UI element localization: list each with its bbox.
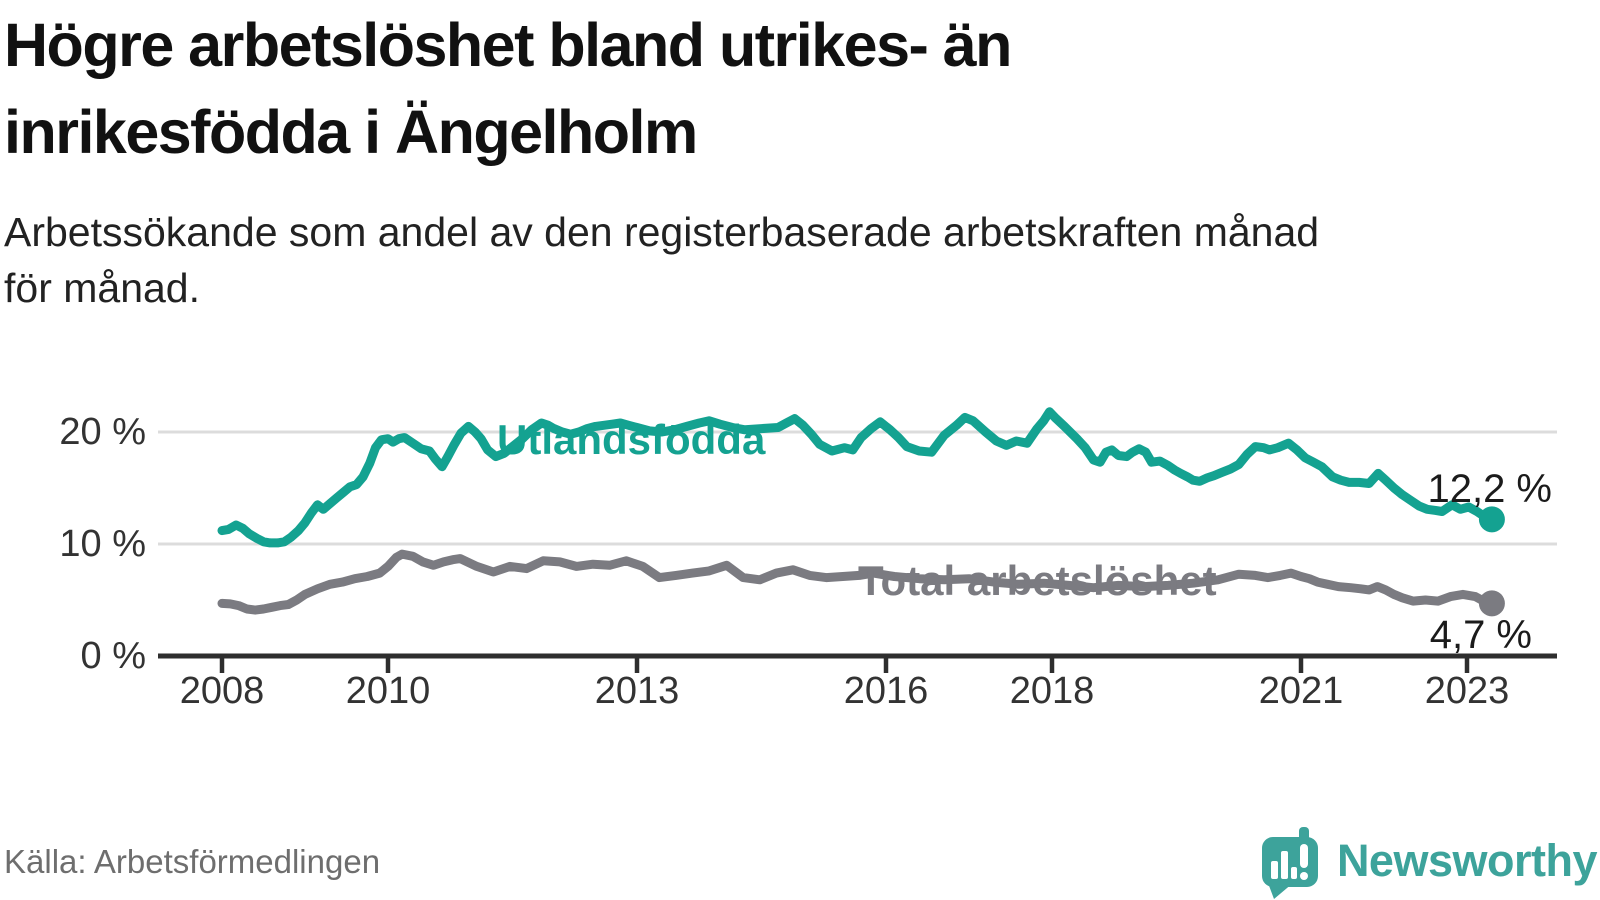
logo-exclamation-top [1298,827,1309,841]
x-tick-label-2018: 2018 [1010,670,1095,712]
series-end-dot-total [1478,590,1505,617]
brand-lockup: Newsworthy [1261,822,1598,900]
end-value-label-total: 4,7 % [1430,613,1532,657]
logo-exclamation-bar [1299,844,1308,868]
newsworthy-logo-icon [1261,827,1318,899]
x-tick-label-2023: 2023 [1425,670,1510,712]
y-tick-label-20: 20 % [59,411,146,453]
brand-name: Newsworthy [1336,835,1598,886]
series-label-utlandsfodda: Utlandsfödda [497,416,766,463]
logo-bubble-tail [1267,883,1293,899]
series-line-total [217,549,1497,615]
logo-bar-3 [1290,867,1297,879]
logo-bar-2 [1280,851,1288,879]
logo-bar-1 [1270,861,1278,879]
page-title: Högre arbetslöshet bland utrikes- än inr… [4,11,1012,166]
source-note: Källa: Arbetsförmedlingen [4,843,381,880]
end-value-label-utlandsfodda: 12,2 % [1427,467,1552,511]
logo-exclamation-dot [1299,872,1308,880]
series-line-utlandsfodda [217,407,1497,548]
y-tick-label-10: 10 % [59,523,146,565]
page-subtitle: Arbetssökande som andel av den registerb… [4,209,1320,312]
series-end-dot-utlandsfodda [1478,506,1505,533]
x-tick-label-2016: 2016 [844,670,929,712]
logo-bubble [1261,837,1318,887]
y-tick-label-0: 0 % [81,635,146,677]
series-label-total: Total arbetslöshet [858,557,1217,604]
x-tick-label-2010: 2010 [346,670,431,712]
x-tick-label-2021: 2021 [1259,670,1344,712]
x-tick-label-2008: 2008 [180,670,265,712]
x-tick-label-2013: 2013 [595,670,680,712]
